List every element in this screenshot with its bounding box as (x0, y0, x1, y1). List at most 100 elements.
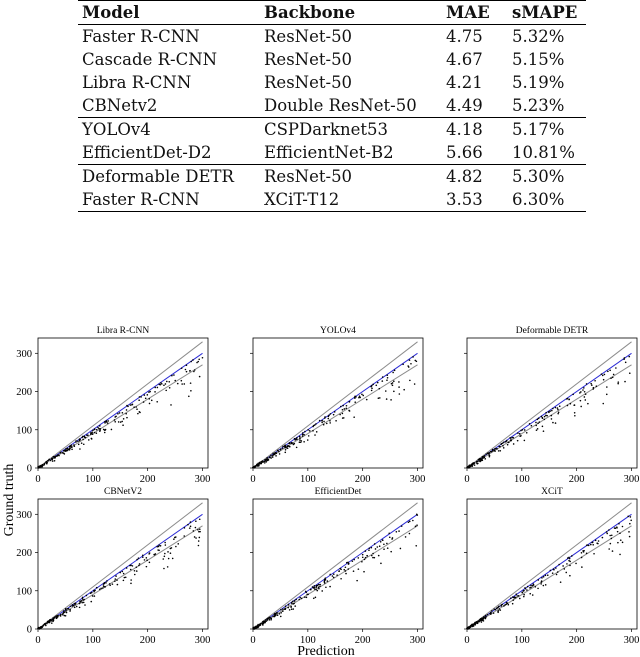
scatter-point (282, 445, 284, 448)
scatter-point (345, 407, 348, 410)
scatter-point (503, 441, 505, 444)
scatter-point (270, 454, 272, 457)
table-body: Faster R-CNN ResNet-50 4.75 5.32% Cascade R-… (78, 25, 586, 212)
scatter-point (268, 617, 270, 620)
scatter-points (37, 356, 204, 469)
scatter-point (198, 518, 201, 521)
x-tick-label: 0 (250, 474, 255, 485)
scatter-point (46, 621, 49, 624)
scatter-point (390, 382, 393, 385)
scatter-point (141, 556, 144, 558)
scatter-point (536, 428, 539, 430)
scatter-point (323, 420, 325, 423)
panel-frame (252, 337, 424, 469)
scatter-point (323, 582, 326, 584)
scatter-point (619, 532, 621, 535)
scatter-point (343, 408, 346, 410)
scatter-point (156, 386, 159, 389)
scatter-point (582, 389, 584, 391)
cell-smape: 10.81% (512, 143, 575, 162)
scatter-point (568, 556, 570, 559)
scatter-point (324, 579, 326, 582)
scatter-point (69, 608, 71, 611)
scatter-point (104, 429, 106, 432)
scatter-point (540, 415, 543, 418)
scatter-point (288, 445, 291, 448)
scatter-point (493, 608, 495, 610)
scatter-point (364, 556, 367, 559)
scatter-point (469, 464, 472, 467)
scatter-point (552, 421, 554, 424)
cell-mae: 4.82 (442, 164, 508, 188)
identity-line (37, 352, 203, 469)
scatter-point (173, 538, 175, 540)
scatter-point (370, 546, 373, 549)
scatter-point (342, 404, 344, 407)
scatter-point (393, 369, 396, 372)
scatter-point (535, 421, 537, 424)
scatter-point (78, 602, 81, 605)
scatter-point (50, 622, 53, 624)
scatter-point (64, 449, 67, 452)
scatter-point (325, 586, 327, 589)
scatter-point (73, 444, 75, 446)
scatter-point (345, 404, 348, 407)
scatter-point (145, 557, 148, 559)
scatter-point (398, 381, 400, 383)
scatter-point (470, 624, 473, 627)
scatter-point (580, 556, 583, 559)
scatter-point (554, 422, 557, 424)
scatter-point (390, 399, 392, 401)
scatter-point (361, 553, 364, 556)
scatter-point (296, 436, 298, 439)
scatter-point (272, 452, 274, 455)
scatter-point (619, 539, 622, 541)
scatter-point (189, 521, 192, 523)
scatter-point (266, 619, 269, 621)
cell-model: Deformable DETR (78, 164, 260, 188)
scatter-point (414, 525, 417, 528)
scatter-point (472, 462, 475, 464)
scatter-point (600, 373, 603, 375)
tolerance-line (466, 364, 632, 469)
scatter-point (45, 462, 48, 465)
scatter-point (163, 384, 165, 387)
scatter-point (344, 566, 347, 569)
scatter-point (275, 612, 278, 614)
scatter-point (164, 544, 167, 546)
scatter-point (621, 525, 624, 528)
scatter-point (524, 587, 527, 590)
scatter-point (87, 439, 90, 441)
scatter-point (293, 600, 296, 602)
scatter-point (557, 411, 560, 414)
scatter-point (126, 416, 128, 419)
scatter-point (311, 586, 314, 588)
scatter-point (347, 568, 350, 570)
scatter-point (532, 583, 535, 585)
scatter-point (357, 568, 360, 570)
cell-model: Faster R-CNN (78, 188, 260, 212)
scatter-point (529, 592, 532, 595)
scatter-point (135, 566, 138, 568)
scatter-point (176, 382, 179, 385)
scatter-point (484, 616, 486, 619)
scatter-point (592, 544, 595, 546)
scatter-point (407, 365, 409, 367)
scatter-point (313, 588, 316, 590)
scatter-point (163, 555, 166, 558)
scatter-point (499, 609, 502, 611)
scatter-point (392, 371, 394, 374)
scatter-point (482, 617, 484, 620)
scatter-point (294, 605, 297, 607)
scatter-point (343, 568, 346, 571)
scatter-point (488, 454, 491, 457)
scatter-point (82, 601, 85, 604)
scatter-point (130, 579, 132, 581)
scatter-point (198, 530, 200, 533)
scatter-point (390, 550, 392, 553)
scatter-point (475, 460, 478, 463)
scatter-point (530, 584, 532, 587)
scatter-point (292, 608, 295, 610)
scatter-point (377, 397, 380, 400)
scatter-point (552, 407, 554, 410)
